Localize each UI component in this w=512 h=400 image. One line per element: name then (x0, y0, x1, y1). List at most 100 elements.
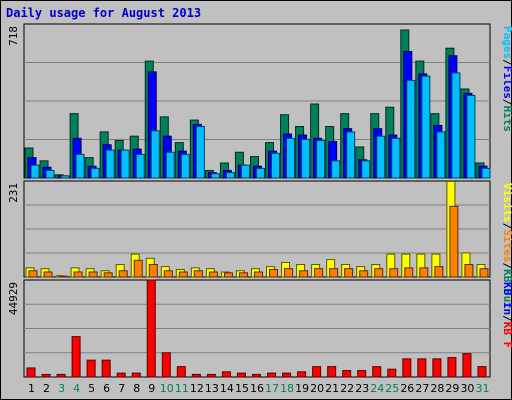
bar-sites (253, 271, 263, 278)
bar-kb-f (41, 373, 51, 378)
ylabel-part: / (501, 263, 512, 270)
bar-pages (481, 167, 491, 179)
bar-pages (60, 175, 70, 179)
bar-sites (389, 268, 399, 278)
bar-kb-f (477, 366, 487, 378)
bar-sites (133, 259, 143, 278)
ylabel-part: KB Out (501, 269, 512, 309)
bar-kb-f (221, 371, 231, 378)
bar-pages (210, 173, 220, 179)
x-tick-label: 15 (235, 382, 249, 395)
x-tick-label: 5 (88, 382, 95, 395)
bar-pages (316, 139, 326, 179)
bar-sites (58, 275, 68, 278)
bar-kb-f (357, 370, 367, 378)
bar-sites (208, 271, 218, 278)
bar-kb-f (297, 371, 307, 378)
bar-sites (269, 269, 279, 278)
bar-pages (421, 75, 431, 179)
bar-kb-f (101, 359, 111, 378)
bar-kb-f (327, 366, 337, 378)
bar-pages (451, 72, 461, 179)
bar-sites (163, 270, 173, 278)
x-tick-label: 4 (73, 382, 80, 395)
ylabel-part: / (501, 223, 512, 230)
bar-kb-f (342, 370, 352, 378)
ylabel-middle: Visits/Sites/KB Out (501, 183, 512, 309)
bar-sites (479, 268, 489, 278)
x-tick-label: 16 (250, 382, 264, 395)
bar-sites (88, 271, 98, 278)
bar-sites (314, 268, 324, 278)
bar-sites (449, 205, 459, 278)
bar-sites (193, 270, 203, 278)
bar-kb-f (267, 372, 277, 378)
bar-pages (150, 130, 160, 179)
x-tick-label: 10 (160, 382, 174, 395)
bar-sites (284, 268, 294, 278)
ylabel-part: Sites (501, 229, 512, 262)
x-tick-label: 21 (325, 382, 339, 395)
ylabel-part: Visits (501, 183, 512, 223)
ylabel-part: KB In (501, 282, 512, 315)
x-tick-label: 22 (340, 382, 354, 395)
x-tick-label: 31 (475, 382, 489, 395)
x-tick-label: 7 (118, 382, 125, 395)
x-tick-label: 8 (133, 382, 140, 395)
x-tick-label: 29 (445, 382, 459, 395)
bar-kb-f (191, 373, 201, 378)
bar-pages (75, 153, 85, 179)
bar-kb-f (387, 368, 397, 378)
bar-pages (240, 164, 250, 179)
bar-pages (105, 149, 115, 179)
bar-sites (43, 271, 53, 278)
ylabel-part: KB F (501, 322, 512, 349)
bar-kb-f (116, 372, 126, 378)
bar-pages (30, 164, 40, 179)
bar-kb-f (131, 372, 141, 378)
x-tick-label: 17 (265, 382, 279, 395)
bar-sites (178, 271, 188, 278)
bar-pages (90, 167, 100, 179)
bar-pages (225, 172, 235, 179)
bar-pages (466, 94, 476, 179)
bar-kb-f (86, 359, 96, 378)
bar-kb-f (402, 358, 412, 378)
ylabel-part: Files (501, 66, 512, 99)
bar-pages (376, 135, 386, 179)
bar-kb-f (312, 366, 322, 378)
bar-kb-f (206, 373, 216, 378)
bar-kb-f (462, 353, 472, 378)
x-tick-label: 1 (28, 382, 35, 395)
bar-sites (344, 268, 354, 278)
ylabel-part: Pages (501, 26, 512, 59)
x-tick-label: 23 (355, 382, 369, 395)
x-tick-label: 27 (415, 382, 429, 395)
bar-kb-f (236, 372, 246, 378)
bar-pages (436, 131, 446, 179)
bar-sites (238, 272, 248, 278)
bar-kb-f (251, 373, 261, 378)
bar-pages (45, 169, 55, 179)
bar-kb-f (432, 358, 442, 378)
bar-sites (223, 272, 233, 278)
bar-pages (135, 153, 145, 179)
bar-pages (120, 149, 130, 179)
x-tick-label: 20 (310, 382, 324, 395)
bar-sites (419, 267, 429, 278)
ylabel-part: Hits (501, 106, 512, 133)
bar-kb-f (372, 366, 382, 378)
ymax-label-middle: 231 (7, 183, 20, 203)
x-tick-label: 2 (43, 382, 50, 395)
ymax-label-bottom: 44929 (7, 282, 20, 315)
bar-sites (464, 264, 474, 278)
x-tick-label: 25 (385, 382, 399, 395)
bar-pages (271, 152, 281, 179)
bar-pages (346, 131, 356, 179)
bar-pages (331, 160, 341, 179)
bar-sites (28, 270, 38, 278)
ylabel-bottom: KB In/KB F (501, 282, 512, 348)
x-tick-label: 26 (400, 382, 414, 395)
x-tick-label: 14 (220, 382, 234, 395)
